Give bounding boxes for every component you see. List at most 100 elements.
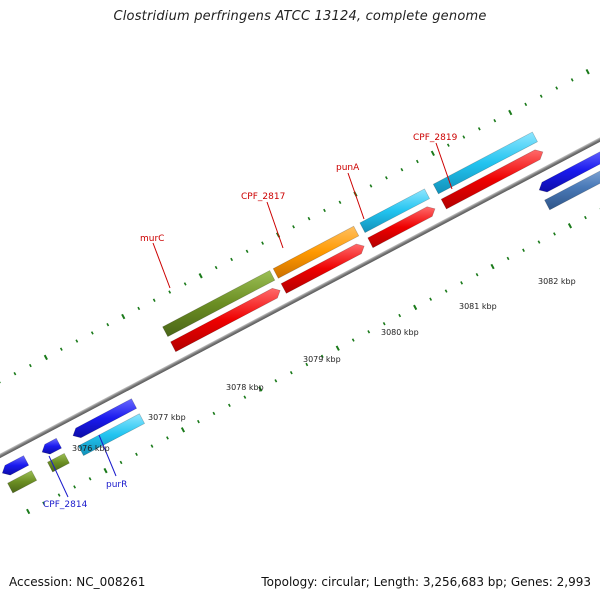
inner-tick bbox=[243, 395, 247, 399]
outer-tick bbox=[462, 135, 466, 139]
outer-tick bbox=[477, 127, 481, 131]
gene-label-CPF_2817[interactable]: CPF_2817 bbox=[241, 192, 285, 202]
map-title: Clostridium perfringens ATCC 13124, comp… bbox=[113, 9, 487, 24]
CPF_2814-leader bbox=[48, 455, 69, 498]
outer-tick bbox=[524, 102, 528, 107]
outer-tick bbox=[121, 313, 126, 320]
outer-tick bbox=[369, 184, 373, 188]
cds-red-3[interactable] bbox=[367, 206, 436, 249]
accession-text: Accession: NC_008261 bbox=[9, 575, 146, 589]
outer-tick bbox=[585, 68, 590, 75]
murC-leader bbox=[152, 242, 171, 289]
outer-tick bbox=[493, 118, 497, 123]
inner-tick bbox=[367, 330, 371, 334]
genome-backbone bbox=[0, 128, 600, 459]
outer-tick bbox=[261, 241, 264, 245]
inner-tick bbox=[258, 386, 263, 392]
outer-tick bbox=[539, 94, 543, 98]
gene-label-group: murC CPF_2817 punA CPF_2819 CPF_2814 pur… bbox=[43, 133, 458, 510]
gene-label-CPF_2819[interactable]: CPF_2819 bbox=[413, 133, 458, 143]
inner-tick bbox=[444, 289, 448, 293]
outer-tick bbox=[385, 176, 388, 180]
inner-tick bbox=[289, 370, 293, 375]
CPF_2819-leader bbox=[435, 142, 453, 190]
outer-tick bbox=[90, 331, 94, 335]
inner-tick bbox=[413, 304, 418, 311]
outer-tick bbox=[13, 372, 17, 376]
outer-tick bbox=[137, 306, 141, 311]
gene-blue-left-2[interactable] bbox=[41, 437, 62, 455]
outer-tick bbox=[508, 109, 513, 116]
outer-tick bbox=[323, 208, 326, 213]
cds-red-4[interactable] bbox=[440, 149, 544, 210]
inner-tick bbox=[351, 338, 355, 342]
outer-tick bbox=[43, 354, 48, 361]
inner-tick bbox=[490, 263, 495, 270]
backbone-group bbox=[0, 128, 600, 459]
gene-punA[interactable] bbox=[359, 188, 431, 234]
inner-tick bbox=[429, 297, 433, 301]
outer-tick bbox=[292, 225, 295, 229]
kbp-label-group: 3076 kbp 3077 kbp 3078 kbp 3079 kbp 3080… bbox=[72, 277, 576, 453]
gene-CPF_2819[interactable] bbox=[432, 131, 538, 195]
outer-tick bbox=[168, 290, 172, 294]
inner-tick bbox=[212, 411, 216, 416]
outer-tick bbox=[106, 323, 110, 327]
inner-tick bbox=[119, 460, 123, 465]
cds-red-1[interactable] bbox=[170, 287, 281, 353]
kbp-label-3081: 3081 kbp bbox=[459, 302, 497, 311]
outer-tick bbox=[230, 257, 234, 262]
gene-purR[interactable] bbox=[77, 413, 146, 457]
outer-tick bbox=[198, 273, 203, 279]
outer-tick bbox=[446, 143, 450, 147]
inner-tick bbox=[227, 403, 231, 408]
kbp-label-3082: 3082 kbp bbox=[538, 277, 576, 286]
kbp-label-3080: 3080 kbp bbox=[381, 328, 419, 337]
gene-label-murC[interactable]: murC bbox=[140, 234, 164, 244]
outer-tick bbox=[214, 265, 218, 270]
inner-tick bbox=[274, 379, 278, 383]
punA-leader bbox=[347, 172, 365, 220]
gene-CPF_2817[interactable] bbox=[272, 225, 360, 279]
gene-murC[interactable] bbox=[162, 270, 276, 338]
inner-tick bbox=[26, 508, 31, 515]
outer-tick bbox=[338, 200, 342, 205]
gene-blue-left-3[interactable] bbox=[1, 455, 30, 476]
inner-tick bbox=[180, 427, 186, 433]
kbp-label-3077: 3077 kbp bbox=[148, 413, 186, 422]
inner-tick bbox=[320, 354, 324, 359]
gene-steel-right[interactable] bbox=[544, 164, 600, 211]
kbp-label-3078: 3078 kbp bbox=[226, 383, 264, 392]
inner-tick bbox=[475, 273, 479, 277]
inner-tick bbox=[382, 321, 386, 326]
inner-tick bbox=[57, 493, 61, 497]
cds-red-2[interactable] bbox=[280, 243, 365, 294]
gene-label-CPF_2814[interactable]: CPF_2814 bbox=[43, 500, 88, 510]
inner-tick bbox=[305, 362, 309, 367]
inner-tick bbox=[42, 501, 46, 505]
outer-tick bbox=[555, 86, 559, 90]
inner-tick bbox=[135, 452, 138, 456]
outer-tick bbox=[570, 78, 574, 82]
inner-tick bbox=[150, 444, 154, 448]
gene-CPF_2814[interactable] bbox=[47, 452, 70, 473]
kbp-label-3079: 3079 kbp bbox=[303, 355, 341, 364]
kbp-label-3076: 3076 kbp bbox=[72, 444, 110, 453]
inner-tick bbox=[88, 477, 92, 481]
outer-tick bbox=[152, 298, 156, 302]
gene-label-punA[interactable]: punA bbox=[336, 163, 360, 173]
inner-tick bbox=[335, 345, 340, 351]
gene-blue-left-1[interactable] bbox=[72, 398, 138, 439]
gene-label-purR[interactable]: purR bbox=[106, 480, 127, 490]
inner-tick bbox=[553, 232, 556, 236]
gene-blue-right[interactable] bbox=[538, 149, 600, 193]
inner-tick bbox=[460, 281, 464, 285]
inner-tick bbox=[537, 240, 541, 244]
inner-tick bbox=[103, 467, 108, 474]
gene-olive-left[interactable] bbox=[7, 470, 38, 494]
outer-tick bbox=[307, 216, 311, 221]
outer-tick bbox=[75, 339, 79, 343]
inner-tick bbox=[522, 248, 525, 252]
inner-tick bbox=[73, 485, 77, 489]
